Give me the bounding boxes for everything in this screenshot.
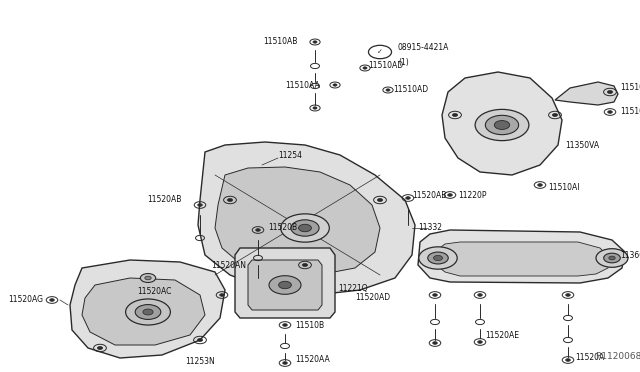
Text: 08915-4421A: 08915-4421A: [398, 44, 449, 52]
Polygon shape: [442, 72, 562, 175]
Circle shape: [197, 339, 202, 341]
Text: 11520AD: 11520AD: [355, 294, 390, 302]
Circle shape: [143, 309, 153, 315]
Polygon shape: [215, 167, 380, 275]
Circle shape: [477, 341, 483, 343]
Circle shape: [428, 252, 448, 264]
Circle shape: [313, 41, 317, 43]
Text: 11510AI: 11510AI: [548, 183, 579, 192]
Text: 11520AA: 11520AA: [295, 356, 330, 365]
Circle shape: [433, 341, 437, 344]
Circle shape: [145, 276, 151, 280]
Circle shape: [566, 294, 570, 296]
Circle shape: [278, 281, 291, 289]
Circle shape: [269, 276, 301, 294]
Text: ✓: ✓: [377, 49, 383, 55]
Circle shape: [291, 220, 319, 236]
Text: 11520AC: 11520AC: [138, 288, 172, 296]
Text: 11510AD: 11510AD: [368, 61, 403, 70]
Circle shape: [135, 305, 161, 320]
Polygon shape: [70, 260, 225, 358]
Text: 11510AD: 11510AD: [393, 86, 428, 94]
Circle shape: [552, 113, 557, 116]
Circle shape: [313, 107, 317, 109]
Circle shape: [333, 84, 337, 86]
Circle shape: [281, 214, 330, 242]
Circle shape: [485, 115, 518, 135]
Text: R1120068: R1120068: [595, 352, 640, 361]
Circle shape: [607, 90, 612, 93]
Text: 11254: 11254: [278, 151, 302, 160]
Circle shape: [97, 346, 102, 349]
Circle shape: [566, 359, 570, 361]
Text: 11520AG: 11520AG: [8, 295, 43, 305]
Circle shape: [363, 67, 367, 69]
Text: 11221Q: 11221Q: [338, 283, 367, 292]
Circle shape: [125, 299, 170, 325]
Circle shape: [50, 299, 54, 301]
Text: 11510B: 11510B: [295, 321, 324, 330]
Circle shape: [140, 273, 156, 282]
Circle shape: [378, 199, 383, 202]
Circle shape: [475, 109, 529, 141]
Circle shape: [433, 294, 437, 296]
Circle shape: [256, 229, 260, 231]
Polygon shape: [555, 82, 618, 105]
Circle shape: [604, 253, 620, 263]
Text: 11520AE: 11520AE: [485, 330, 519, 340]
Polygon shape: [248, 260, 322, 310]
Circle shape: [609, 256, 615, 260]
Circle shape: [596, 249, 628, 267]
Polygon shape: [436, 242, 610, 276]
Polygon shape: [418, 230, 625, 283]
Circle shape: [608, 110, 612, 113]
Circle shape: [433, 256, 442, 261]
Circle shape: [283, 324, 287, 326]
Text: 11510AA: 11510AA: [285, 80, 320, 90]
Circle shape: [494, 121, 509, 129]
Circle shape: [220, 294, 224, 296]
Text: 11520AN: 11520AN: [211, 260, 246, 269]
Polygon shape: [235, 248, 335, 318]
Circle shape: [452, 113, 458, 116]
Text: 11520B: 11520B: [268, 224, 297, 232]
Circle shape: [227, 199, 232, 202]
Circle shape: [386, 89, 390, 91]
Circle shape: [419, 247, 457, 269]
Text: 11510AB: 11510AB: [264, 38, 298, 46]
Text: (1): (1): [398, 58, 409, 67]
Circle shape: [303, 263, 308, 266]
Polygon shape: [198, 142, 415, 295]
Text: 11510AC: 11510AC: [620, 108, 640, 116]
Text: 11510A: 11510A: [620, 83, 640, 93]
Text: 11253N: 11253N: [185, 357, 215, 366]
Circle shape: [477, 294, 483, 296]
Circle shape: [538, 184, 542, 186]
Text: 11220P: 11220P: [458, 190, 486, 199]
Text: 11360V: 11360V: [620, 250, 640, 260]
Text: 11520A: 11520A: [575, 353, 604, 362]
Circle shape: [198, 203, 202, 206]
Circle shape: [283, 362, 287, 364]
Circle shape: [406, 197, 410, 199]
Polygon shape: [82, 278, 205, 345]
Text: 11520AB: 11520AB: [148, 196, 182, 205]
Text: 11332: 11332: [418, 224, 442, 232]
Circle shape: [299, 224, 312, 232]
Text: 11520AB: 11520AB: [412, 190, 446, 199]
Circle shape: [448, 194, 452, 196]
Text: 11350VA: 11350VA: [565, 141, 599, 150]
